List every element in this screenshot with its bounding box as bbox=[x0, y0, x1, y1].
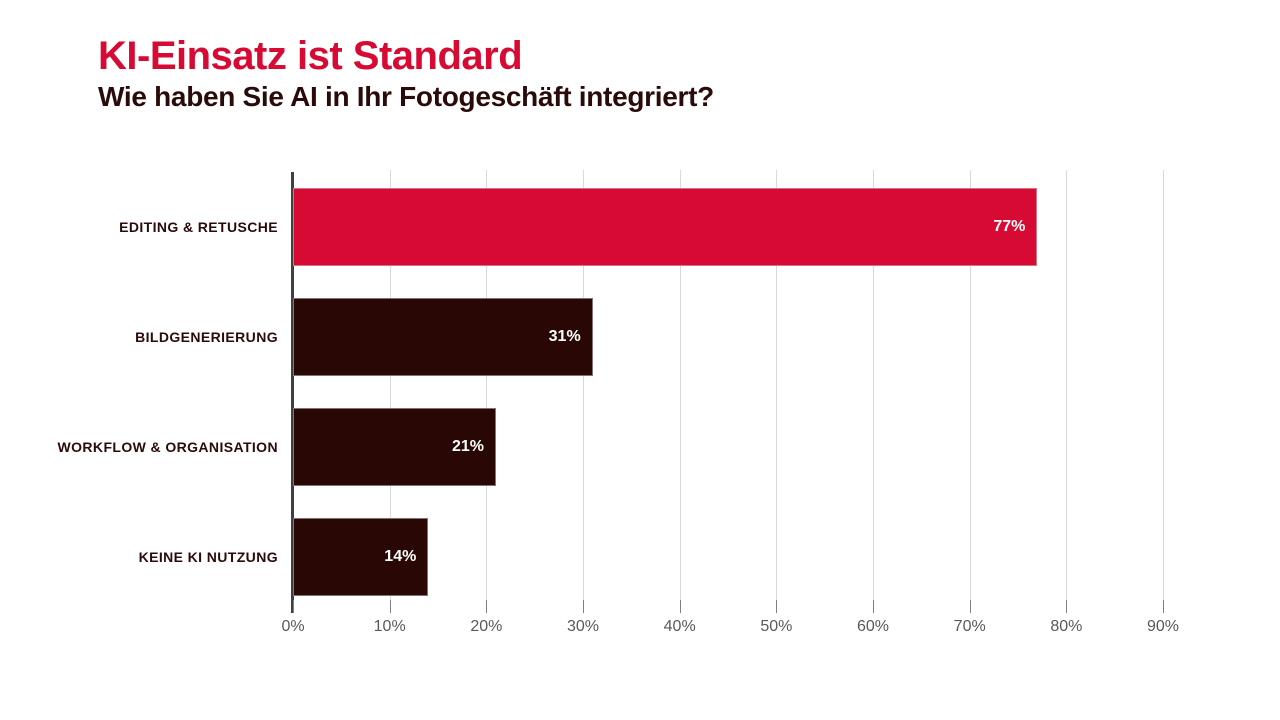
x-tick-label: 10% bbox=[373, 618, 406, 635]
x-tick-label: 40% bbox=[663, 618, 696, 635]
x-tick-label: 30% bbox=[566, 618, 600, 635]
x-axis-tickmark bbox=[873, 600, 875, 613]
gridline bbox=[776, 170, 778, 600]
x-axis-tickmark bbox=[389, 600, 391, 613]
gridline bbox=[389, 170, 391, 600]
chart-header: KI-Einsatz ist Standard Wie haben Sie AI… bbox=[98, 34, 714, 113]
x-axis-tickmark bbox=[679, 600, 681, 613]
category-label: KEINE KI NUTZUNG bbox=[138, 549, 278, 565]
bar: 14% bbox=[293, 518, 429, 596]
bar-chart: 0% 10% 20% 30% 40% 50% 60% 70% 80% 90% EDITING & R… bbox=[0, 160, 1280, 660]
gridline bbox=[486, 170, 488, 600]
y-axis-line bbox=[291, 172, 294, 613]
category-label: BILDGENERIERUNG bbox=[135, 329, 278, 345]
x-tick-label: 90% bbox=[1147, 618, 1180, 635]
page-title: KI-Einsatz ist Standard bbox=[98, 34, 523, 78]
x-axis-tickmark bbox=[1066, 600, 1068, 613]
x-tick-label: 50% bbox=[760, 618, 793, 635]
category-label: WORKFLOW & ORGANISATION bbox=[57, 439, 278, 455]
bar-value-label: 14% bbox=[384, 548, 417, 565]
x-axis-tickmark bbox=[486, 600, 488, 613]
gridline bbox=[1066, 170, 1068, 600]
gridline bbox=[583, 170, 584, 600]
bar-value-label: 21% bbox=[451, 438, 484, 455]
gridline bbox=[1163, 170, 1165, 600]
bar-value-label: 31% bbox=[548, 328, 581, 345]
x-axis-tickmark bbox=[583, 600, 584, 613]
gridline bbox=[969, 170, 971, 600]
gridline bbox=[873, 170, 875, 600]
bar-value-label: 77% bbox=[993, 218, 1026, 235]
x-axis-tickmark bbox=[776, 600, 778, 613]
bar: 31% bbox=[293, 298, 593, 376]
bar: 77% bbox=[293, 188, 1038, 266]
x-tick-label: 80% bbox=[1050, 618, 1083, 635]
x-tick-label: 0% bbox=[281, 618, 305, 635]
gridline bbox=[679, 170, 681, 600]
x-axis-tickmark bbox=[293, 600, 294, 613]
bar: 21% bbox=[293, 408, 496, 486]
x-tick-label: 60% bbox=[857, 618, 890, 635]
x-tick-label: 70% bbox=[953, 618, 986, 635]
x-axis-tickmark bbox=[969, 600, 971, 613]
x-tick-label: 20% bbox=[470, 618, 503, 635]
x-axis-tickmark bbox=[1163, 600, 1165, 613]
page-subtitle: Wie haben Sie AI in Ihr Fotogeschäft int… bbox=[98, 81, 714, 112]
category-label: EDITING & RETUSCHE bbox=[119, 219, 278, 235]
